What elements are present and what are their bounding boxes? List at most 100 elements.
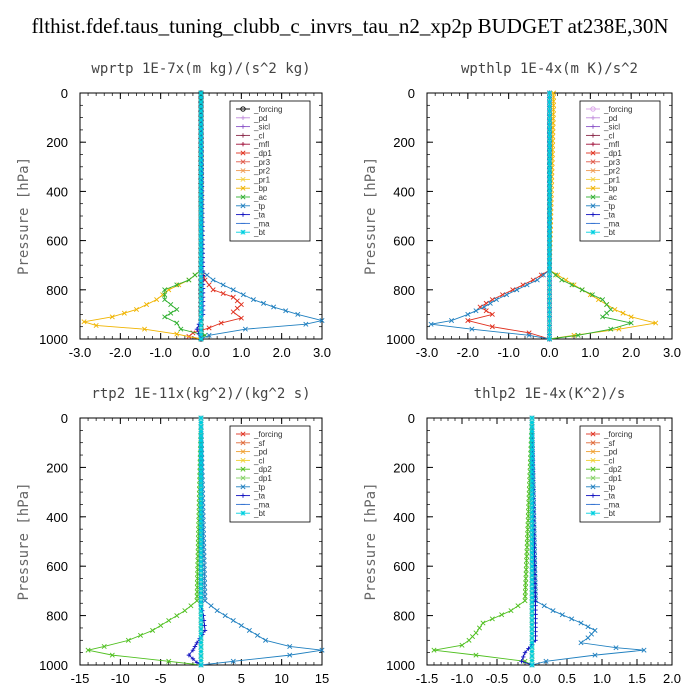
panel-title: rtp2 1E-11x(kg^2)/(kg^2 s)	[91, 386, 310, 402]
data-point	[529, 662, 535, 668]
data-point	[532, 567, 538, 573]
data-point	[174, 613, 180, 619]
x-tick-label: -3.0	[69, 345, 91, 360]
data-point	[533, 599, 538, 604]
legend-marker	[240, 510, 246, 516]
data-point	[204, 272, 210, 278]
data-point	[198, 318, 204, 324]
legend-marker	[590, 449, 596, 455]
data-point	[569, 282, 575, 288]
data-point	[188, 603, 194, 609]
x-tick-label: 5	[238, 671, 245, 686]
data-point	[198, 273, 204, 279]
legend-entry: _ma	[253, 219, 270, 228]
data-point	[476, 625, 483, 631]
data-point	[546, 264, 553, 270]
data-point	[604, 310, 610, 316]
y-axis-label: Pressure [hPa]	[16, 482, 32, 600]
y-tick-label: 1000	[386, 658, 415, 673]
legend-marker	[240, 440, 246, 446]
data-point	[158, 622, 164, 628]
data-point	[198, 455, 204, 461]
data-point	[524, 553, 530, 559]
data-point	[546, 260, 553, 266]
data-point	[546, 188, 553, 194]
data-point	[529, 460, 535, 466]
data-point	[283, 308, 289, 314]
data-point	[230, 309, 236, 315]
data-point	[198, 577, 204, 583]
data-point	[529, 473, 535, 479]
data-point	[529, 581, 535, 587]
data-point	[546, 193, 553, 199]
data-point	[508, 608, 514, 614]
data-point	[162, 314, 168, 320]
data-point	[168, 310, 174, 316]
data-point	[198, 121, 204, 127]
data-point	[234, 305, 240, 311]
data-point	[198, 130, 204, 136]
data-point	[550, 608, 556, 614]
data-point	[578, 620, 584, 626]
series-line	[83, 93, 202, 340]
data-point	[198, 336, 204, 342]
legend-entry: _forcing	[253, 105, 282, 114]
legend-marker	[590, 115, 596, 120]
data-point	[198, 491, 204, 497]
data-point	[198, 278, 204, 284]
data-point	[569, 616, 575, 622]
data-point	[198, 626, 204, 632]
data-point	[166, 618, 172, 624]
legend-entry: _ac	[603, 193, 617, 202]
data-point	[529, 437, 535, 443]
data-point	[198, 144, 204, 150]
legend-entry: _ac	[253, 193, 267, 202]
legend-marker	[240, 484, 246, 490]
y-tick-label: 600	[393, 234, 415, 249]
panel-1: wprtp 1E-7x(m kg)/(s^2 kg) -3.0 -2.0 -1.0 0.…	[16, 61, 331, 360]
data-point	[198, 482, 204, 488]
data-point	[234, 298, 240, 304]
data-point	[553, 272, 559, 278]
data-point	[529, 455, 535, 461]
data-point	[529, 608, 535, 614]
y-tick-label: 800	[393, 609, 415, 624]
data-point	[525, 518, 531, 524]
data-point	[238, 622, 244, 628]
data-point	[198, 323, 204, 329]
data-point	[192, 272, 198, 278]
data-point	[198, 640, 204, 646]
legend-marker	[240, 493, 246, 498]
series-dp2	[85, 415, 204, 668]
data-point	[202, 593, 208, 599]
data-point	[525, 526, 531, 532]
data-point	[546, 238, 553, 244]
data-point	[529, 599, 535, 605]
data-point	[220, 282, 226, 288]
data-point	[546, 153, 553, 159]
y-axis-label: Pressure [hPa]	[363, 157, 379, 275]
legend-marker	[240, 168, 246, 174]
data-point	[546, 211, 553, 217]
legend-marker	[240, 176, 246, 182]
legend-marker	[590, 510, 596, 516]
data-point	[174, 282, 180, 288]
y-tick-label: 200	[46, 460, 68, 475]
x-tick-label: 1.0	[232, 345, 250, 360]
data-point	[522, 584, 529, 590]
data-point	[604, 302, 610, 308]
data-point	[198, 90, 204, 96]
legend-marker	[590, 159, 596, 165]
data-point	[489, 311, 495, 317]
data-point	[428, 321, 434, 327]
data-point	[206, 325, 212, 331]
data-point	[523, 562, 529, 568]
series-bt	[546, 90, 553, 342]
data-point	[198, 282, 204, 288]
data-point	[555, 272, 561, 278]
data-point	[198, 211, 204, 217]
data-point	[198, 469, 204, 475]
legend-entry: _pd	[253, 114, 267, 123]
data-point	[525, 531, 531, 537]
data-point	[473, 308, 479, 314]
